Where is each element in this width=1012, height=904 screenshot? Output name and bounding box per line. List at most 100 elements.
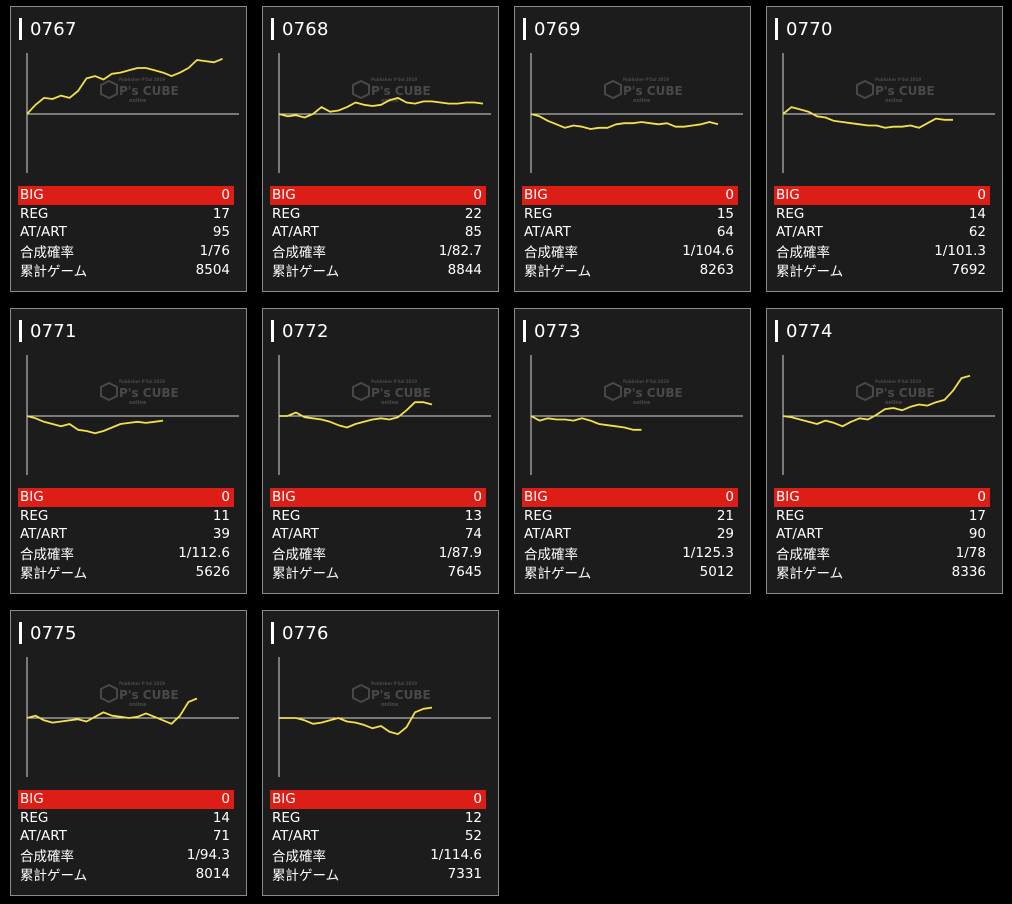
machine-number: 0767 (30, 18, 77, 40)
atart-value: 39 (212, 526, 230, 543)
reg-value: 22 (464, 205, 482, 222)
slump-trend-line (26, 57, 223, 115)
big-label: BIG (272, 187, 296, 204)
machine-card[interactable]: 0771 Publisher P'Ssl 2019 P's CUBE online … (10, 308, 247, 594)
watermark-bottom-text: online (633, 98, 651, 104)
machine-card[interactable]: 0773 Publisher P'Ssl 2019 P's CUBE online … (514, 308, 751, 594)
games-row: 累計ゲーム 8336 (774, 562, 990, 582)
big-label: BIG (272, 791, 296, 808)
watermark-top-text: Publisher P'Ssl 2019 (875, 379, 921, 384)
stats-table: BIG 0 REG 13 AT/ART 74 合成確率 1/87.9 累計ゲーム… (270, 488, 486, 582)
cube-logo-icon (604, 79, 622, 100)
prob-row: 合成確率 1/76 (18, 242, 234, 261)
games-label: 累計ゲーム (524, 565, 592, 582)
big-row: BIG 0 (18, 790, 234, 809)
watermark-bottom-text: online (129, 702, 147, 708)
slump-trend-line (782, 106, 953, 129)
games-label: 累計ゲーム (272, 263, 340, 280)
watermark-brand-text: P's CUBE (623, 84, 683, 98)
machine-card[interactable]: 0768 Publisher P'Ssl 2019 P's CUBE online … (262, 6, 499, 292)
prob-row: 合成確率 1/87.9 (270, 544, 486, 563)
watermark-brand-text: P's CUBE (119, 84, 179, 98)
atart-value: 95 (212, 224, 230, 241)
machine-card[interactable]: 0776 Publisher P'Ssl 2019 P's CUBE online … (262, 610, 499, 896)
card-header: 0775 (19, 621, 77, 645)
machine-number: 0772 (282, 320, 329, 342)
atart-value: 64 (716, 224, 734, 241)
watermark-bottom-text: online (381, 400, 399, 406)
games-row: 累計ゲーム 5626 (18, 562, 234, 582)
big-row: BIG 0 (774, 186, 990, 205)
games-label: 累計ゲーム (272, 867, 340, 884)
games-label: 累計ゲーム (20, 263, 88, 280)
atart-label: AT/ART (20, 224, 67, 241)
cube-logo-icon (100, 79, 118, 100)
reg-label: REG (776, 205, 805, 222)
atart-label: AT/ART (20, 526, 67, 543)
stats-table: BIG 0 REG 15 AT/ART 64 合成確率 1/104.6 累計ゲー… (522, 186, 738, 280)
machine-card[interactable]: 0769 Publisher P'Ssl 2019 P's CUBE online … (514, 6, 751, 292)
big-row: BIG 0 (522, 186, 738, 205)
games-value: 8504 (195, 261, 230, 278)
atart-row: AT/ART 90 (774, 525, 990, 544)
games-row: 累計ゲーム 7331 (270, 864, 486, 884)
reg-value: 12 (464, 809, 482, 826)
machine-card[interactable]: 0770 Publisher P'Ssl 2019 P's CUBE online … (766, 6, 1003, 292)
games-value: 8263 (699, 261, 734, 278)
machine-number: 0769 (534, 18, 581, 40)
watermark-bottom-text: online (129, 400, 147, 406)
prob-value: 1/82.7 (438, 243, 482, 260)
machine-card[interactable]: 0772 Publisher P'Ssl 2019 P's CUBE online … (262, 308, 499, 594)
reg-value: 17 (968, 507, 986, 524)
games-value: 7645 (447, 563, 482, 580)
games-row: 累計ゲーム 7645 (270, 562, 486, 582)
reg-label: REG (20, 507, 49, 524)
machine-number: 0774 (786, 320, 833, 342)
atart-label: AT/ART (20, 828, 67, 845)
reg-value: 21 (716, 507, 734, 524)
prob-label: 合成確率 (272, 245, 326, 262)
games-row: 累計ゲーム 8844 (270, 260, 486, 280)
reg-value: 11 (212, 507, 230, 524)
big-label: BIG (776, 489, 800, 506)
games-value: 7692 (951, 261, 986, 278)
big-row: BIG 0 (270, 186, 486, 205)
games-row: 累計ゲーム 7692 (774, 260, 990, 280)
watermark-top-text: Publisher P'Ssl 2019 (875, 77, 921, 82)
watermark-bottom-text: online (129, 98, 147, 104)
card-header: 0768 (271, 17, 329, 41)
reg-label: REG (524, 205, 553, 222)
prob-label: 合成確率 (524, 547, 578, 564)
reg-value: 15 (716, 205, 734, 222)
reg-row: REG 11 (18, 507, 234, 526)
title-accent-bar (775, 320, 778, 342)
big-label: BIG (272, 489, 296, 506)
machine-card[interactable]: 0767 Publisher P'Ssl 2019 P's CUBE online … (10, 6, 247, 292)
machine-card[interactable]: 0774 Publisher P'Ssl 2019 P's CUBE online … (766, 308, 1003, 594)
big-value: 0 (221, 187, 230, 204)
atart-label: AT/ART (272, 224, 319, 241)
watermark-brand-text: P's CUBE (623, 386, 683, 400)
machine-card[interactable]: 0775 Publisher P'Ssl 2019 P's CUBE online … (10, 610, 247, 896)
card-header: 0776 (271, 621, 329, 645)
watermark-brand-text: P's CUBE (371, 688, 431, 702)
cube-logo-icon (352, 381, 370, 402)
games-row: 累計ゲーム 8014 (18, 864, 234, 884)
prob-value: 1/125.3 (682, 545, 734, 562)
reg-label: REG (20, 205, 49, 222)
watermark-brand-text: P's CUBE (119, 688, 179, 702)
atart-label: AT/ART (272, 828, 319, 845)
games-value: 7331 (447, 865, 482, 882)
card-header: 0769 (523, 17, 581, 41)
cube-logo-icon (100, 683, 118, 704)
stats-table: BIG 0 REG 17 AT/ART 90 合成確率 1/78 累計ゲーム 8… (774, 488, 990, 582)
big-row: BIG 0 (270, 790, 486, 809)
stats-table: BIG 0 REG 17 AT/ART 95 合成確率 1/76 累計ゲーム 8… (18, 186, 234, 280)
title-accent-bar (271, 320, 274, 342)
reg-row: REG 21 (522, 507, 738, 526)
prob-label: 合成確率 (272, 849, 326, 866)
cube-logo-icon (604, 381, 622, 402)
